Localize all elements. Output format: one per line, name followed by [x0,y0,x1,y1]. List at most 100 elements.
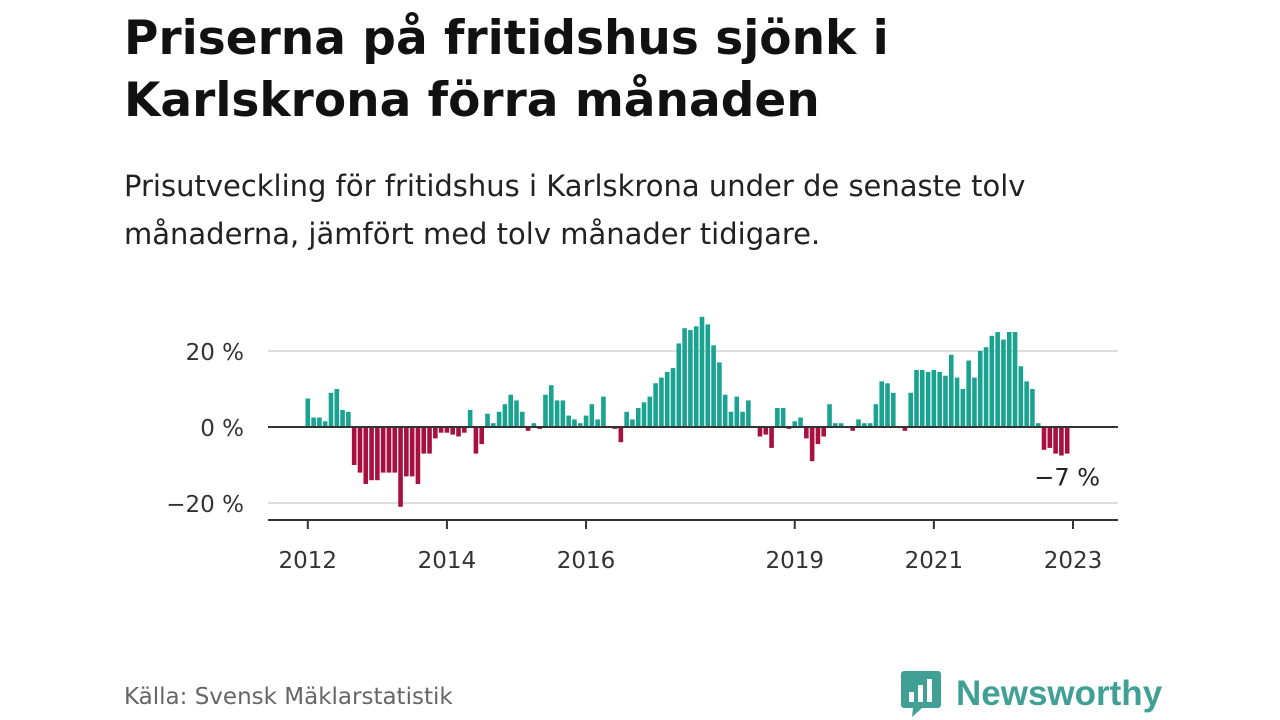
bar [630,419,635,427]
bar [1006,332,1012,427]
bar [433,427,438,439]
bar [624,411,629,427]
bar [937,371,942,427]
bar [717,362,722,427]
bar [960,389,966,427]
bar [386,427,392,473]
bar [972,377,977,427]
bar-series [305,316,1070,507]
chart-subtitle: Prisutveckling för fritidshus i Karlskro… [124,169,1026,251]
bar [485,413,490,427]
bar [757,427,763,437]
bar [838,423,844,427]
bar [548,385,554,427]
bar [334,389,340,427]
bar [850,427,856,431]
bar [1012,332,1018,427]
bar-chart: 20 % 0 % −20 % 2012 2014 2016 2019 2021 2023 −7… [166,316,1118,574]
bar [641,402,647,427]
bar [1030,389,1035,427]
y-tick-label: −20 % [166,492,244,518]
bar [531,423,537,427]
bar [931,370,937,427]
bar [467,409,473,427]
bar [496,411,502,427]
bar [322,421,328,427]
bar [908,392,913,427]
bar [693,326,699,427]
bar [763,427,769,435]
bar [1047,427,1053,448]
bar [438,427,444,433]
bar [508,394,513,427]
bar [566,415,571,427]
bar [827,404,832,427]
bar [618,427,624,443]
bar [589,404,595,427]
last-value-label: −7 % [1034,464,1100,492]
bar [363,427,369,484]
bar [705,324,711,427]
bar [995,332,1000,427]
bar [659,377,664,427]
bar [1035,423,1041,427]
bar [653,383,658,427]
bar [954,377,960,427]
bar [392,427,398,473]
bar [357,427,363,473]
chart-title: Priserna på fritidshus sjönk i Karlskron… [124,11,889,128]
bar [415,427,421,484]
bar [728,411,734,427]
bar [780,408,786,427]
bar [948,354,954,427]
bar [572,419,577,427]
bar [989,335,995,427]
bar [525,427,531,431]
bar [409,427,415,477]
bar [1024,381,1029,427]
bar [688,330,693,427]
bar [699,316,705,427]
x-axis-labels: 2012 2014 2016 2019 2021 2023 [279,548,1103,574]
bar [746,400,751,427]
bar [902,427,908,431]
x-tick-label: 2016 [557,548,616,574]
brand-logo: Newsworthy [900,668,1162,720]
x-tick-label: 2021 [905,548,964,574]
bar [560,400,566,427]
bar [792,421,798,427]
bar [601,396,606,427]
bar [346,411,351,427]
bar [856,419,861,427]
bar [809,427,815,462]
bar [1053,427,1058,454]
bar [317,417,322,427]
bar [885,383,890,427]
bar [873,404,879,427]
bar [1018,366,1024,427]
x-tick-label: 2012 [279,548,338,574]
bar [676,343,682,427]
bar [1059,427,1064,456]
bar [427,427,432,454]
bar [456,427,461,437]
bar [879,381,885,427]
bar [1041,427,1047,450]
gridlines [268,350,1118,504]
source-note: Källa: Svensk Mäklarstatistik [124,684,453,710]
bar [1001,339,1006,427]
bar [722,394,728,427]
bar [404,427,409,477]
bar [943,375,948,427]
bar [502,404,508,427]
bar [340,409,345,427]
y-tick-label: 20 % [186,340,244,366]
bar [595,419,600,427]
bar [369,427,374,481]
bar [375,427,380,481]
bar [734,396,740,427]
bar [682,328,687,427]
bar [543,394,548,427]
bar [711,345,716,427]
bar [867,423,873,427]
